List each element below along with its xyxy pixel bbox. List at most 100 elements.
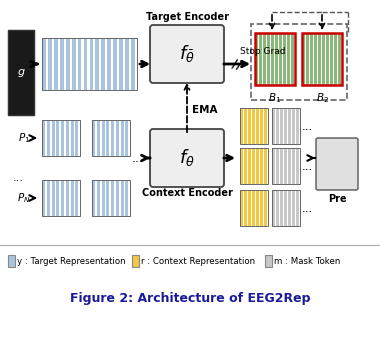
Text: $P_N$: $P_N$ [16,191,30,205]
Bar [240,108,242,144]
Bar [265,255,272,267]
Bar [71,180,74,216]
Bar [272,108,300,144]
Bar [288,148,291,184]
Bar [288,190,291,226]
Bar [279,33,282,85]
Bar [280,108,283,144]
Text: g: g [17,67,25,77]
Bar [255,33,295,85]
Bar [260,148,263,184]
Bar [42,180,80,216]
Bar [244,108,247,144]
Bar [264,148,267,184]
Bar [255,33,258,85]
Bar [306,33,309,85]
Bar [288,108,291,144]
Text: Figure 2: Architecture of EEG2Rep: Figure 2: Architecture of EEG2Rep [70,292,310,305]
Bar [276,148,279,184]
Text: r : Context Representation: r : Context Representation [141,256,255,266]
Bar [280,190,283,226]
Bar [240,190,242,226]
Bar [125,120,128,156]
Bar [8,255,15,267]
Bar [240,190,268,226]
Bar [259,33,261,85]
Text: $f_{\theta}$: $f_{\theta}$ [179,148,195,168]
Bar [256,108,259,144]
Bar [280,148,283,184]
Text: EMA: EMA [192,105,217,115]
Bar [276,190,279,226]
Bar [251,24,347,100]
Bar [310,33,313,85]
Bar [326,33,329,85]
Bar [111,120,114,156]
Bar [248,148,250,184]
Bar [42,38,46,90]
Bar [111,180,114,216]
Bar [75,120,78,156]
Bar [92,180,130,216]
Bar [248,108,250,144]
Bar [92,120,95,156]
Bar [106,120,109,156]
Bar [42,38,137,90]
Bar [291,33,294,85]
Bar [240,190,268,226]
Bar [272,190,300,226]
Bar [90,38,93,90]
Bar [75,180,78,216]
Bar [292,190,295,226]
Text: m : Mask Token: m : Mask Token [274,256,340,266]
Bar [252,108,255,144]
Bar [66,180,69,216]
Bar [252,190,255,226]
Bar [260,108,263,144]
Bar [302,33,342,85]
Bar [125,180,128,216]
Text: $P_1$: $P_1$ [18,131,30,145]
Text: Pre: Pre [328,194,346,204]
Bar [240,148,268,184]
Bar [78,38,81,90]
Bar [256,148,259,184]
Text: ...: ... [301,120,313,132]
Bar [272,190,300,226]
Bar [113,38,117,90]
Bar [42,120,80,156]
Bar [97,120,100,156]
Bar [292,108,295,144]
Bar [272,190,275,226]
Bar [120,180,124,216]
Bar [56,180,59,216]
Bar [106,180,109,216]
Bar [132,255,139,267]
Bar [8,30,34,115]
Text: y : Target Representation: y : Target Representation [17,256,126,266]
Bar [61,120,64,156]
Text: ...: ... [132,152,144,165]
Bar [92,120,130,156]
Bar [116,180,119,216]
Bar [240,108,268,144]
Bar [276,108,279,144]
Bar [52,180,55,216]
Bar [8,30,34,115]
Bar [8,30,25,115]
Bar [125,38,129,90]
Bar [296,148,299,184]
Bar [42,180,45,216]
Bar [322,33,325,85]
Bar [60,38,64,90]
Bar [240,108,268,144]
Bar [318,33,321,85]
Bar [272,148,275,184]
Bar [264,190,267,226]
Bar [271,33,274,85]
Bar [47,180,50,216]
Bar [47,120,50,156]
Bar [97,180,100,216]
Bar [72,38,76,90]
Bar [92,120,130,156]
